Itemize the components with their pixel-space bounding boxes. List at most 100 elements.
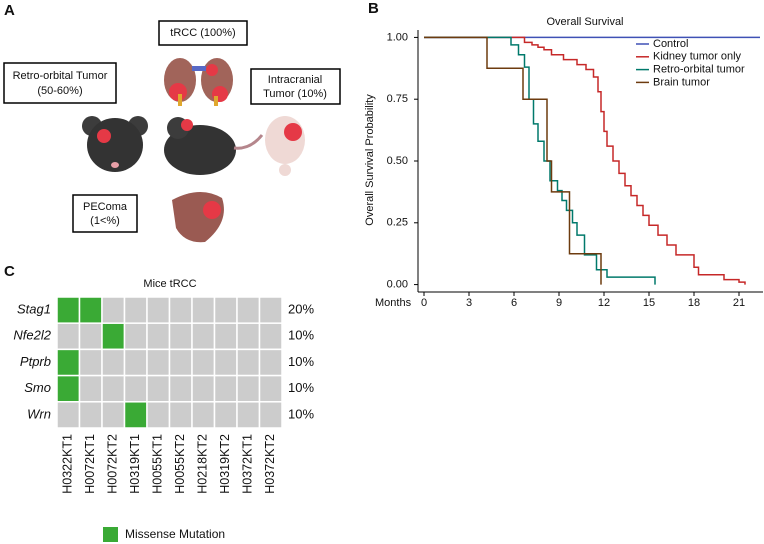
row-frequency: 10% [288, 380, 314, 395]
row-label: Nfe2l2 [13, 328, 51, 343]
heatmap-cell [78, 401, 103, 429]
chart-title: Overall Survival [546, 16, 623, 28]
tumor [169, 83, 187, 101]
column-label: H0055KT1 [151, 434, 165, 494]
heatmap-cell [213, 374, 238, 403]
panel-label: C [4, 263, 15, 280]
heatmap-cell [78, 296, 103, 324]
heatmap-cell [101, 374, 126, 403]
heatmap-cell [168, 401, 193, 429]
column-label: H0055KT2 [173, 434, 187, 494]
heatmap-cell [78, 374, 103, 403]
heatmap-cell [191, 348, 216, 377]
heatmap-cell [101, 296, 126, 324]
heatmap-cell [258, 374, 283, 403]
heatmap-cell [123, 374, 148, 403]
column-label: H0319KT2 [218, 434, 232, 494]
heatmap-cell [258, 296, 283, 324]
tumor [97, 129, 111, 143]
heatmap-cell [123, 348, 148, 377]
heatmap-cell [168, 348, 193, 377]
mouse-tail [233, 134, 264, 150]
row-label: Ptprb [20, 354, 51, 369]
x-axis-label: Months [375, 297, 412, 309]
heatmap-cell [146, 296, 171, 324]
heatmap-cell [236, 348, 261, 377]
box-text: Intracranial [268, 74, 322, 86]
box-text: Tumor (10%) [263, 88, 327, 100]
illustrations [3, 20, 341, 243]
heatmap-cell [146, 322, 171, 351]
legend-label: Control [653, 38, 688, 50]
tumor [181, 119, 193, 131]
row-frequency: 10% [288, 406, 314, 421]
heatmap-cell [101, 348, 126, 377]
label-box [158, 20, 248, 46]
heatmap-cell [146, 401, 171, 429]
heatmap-cell [236, 296, 261, 324]
heatmap-cell [236, 374, 261, 403]
row-label: Wrn [27, 406, 51, 421]
heatmap-cell [168, 374, 193, 403]
y-tick-label: 0.25 [387, 217, 408, 229]
heatmap-cell [213, 322, 238, 351]
mouse-nose [111, 162, 119, 168]
row-frequency: 20% [288, 302, 314, 317]
row-label: Smo [24, 380, 51, 395]
heatmap-cell [56, 296, 81, 324]
x-tick-label: 6 [511, 297, 517, 309]
heatmap-cell [236, 401, 261, 429]
row-frequency: 10% [288, 328, 314, 343]
column-label: H0072KT2 [106, 434, 120, 494]
x-tick-label: 21 [733, 297, 745, 309]
heatmap-cell [191, 374, 216, 403]
tumor [284, 123, 302, 141]
heatmap-cell [123, 322, 148, 351]
brainstem [279, 164, 291, 176]
y-tick-label: 0.00 [387, 278, 408, 290]
legend-label: Brain tumor [653, 76, 710, 88]
column-label: H0372KT1 [241, 434, 255, 494]
heatmap-cell [258, 322, 283, 351]
x-tick-label: 12 [598, 297, 610, 309]
vessel [192, 66, 206, 71]
label-box [72, 194, 138, 233]
y-tick-label: 0.75 [387, 93, 408, 105]
heatmap-cell [191, 401, 216, 429]
column-label: H0072KT1 [83, 434, 97, 494]
column-label: H0319KT1 [128, 434, 142, 494]
heatmap-cell [101, 401, 126, 429]
y-axis-label: Overall Survival Probability [364, 94, 376, 226]
y-tick-label: 0.50 [387, 155, 408, 167]
column-label: H0218KT2 [196, 434, 210, 494]
survival-curve [424, 36, 656, 285]
heatmap-cell [258, 401, 283, 429]
survival-curve [424, 36, 602, 285]
heatmap-cell [78, 322, 103, 351]
x-tick-label: 0 [421, 297, 427, 309]
box-text: PEComa [83, 201, 128, 213]
column-label: H0322KT1 [61, 434, 75, 494]
x-tick-label: 3 [466, 297, 472, 309]
heatmap-cell [213, 401, 238, 429]
survival-curve [424, 36, 746, 285]
panel-label: A [4, 2, 15, 19]
heatmap-cell [101, 322, 126, 351]
box-text: tRCC (100%) [170, 27, 235, 39]
heatmap-cell [191, 322, 216, 351]
tumor [206, 64, 218, 76]
legend-label: Kidney tumor only [653, 51, 742, 63]
heatmap-cell [146, 348, 171, 377]
row-frequency: 10% [288, 354, 314, 369]
x-tick-label: 9 [556, 297, 562, 309]
label-box [250, 68, 341, 105]
box-text: Retro-orbital Tumor [13, 70, 108, 82]
legend-swatch [103, 527, 118, 542]
heatmap-cell [258, 348, 283, 377]
x-tick-label: 15 [643, 297, 655, 309]
box-text: (50-60%) [37, 85, 82, 97]
heatmap-cell [56, 401, 81, 429]
box-text: (1<%) [90, 215, 120, 227]
y-tick-label: 1.00 [387, 31, 408, 43]
heatmap-cell [123, 296, 148, 324]
